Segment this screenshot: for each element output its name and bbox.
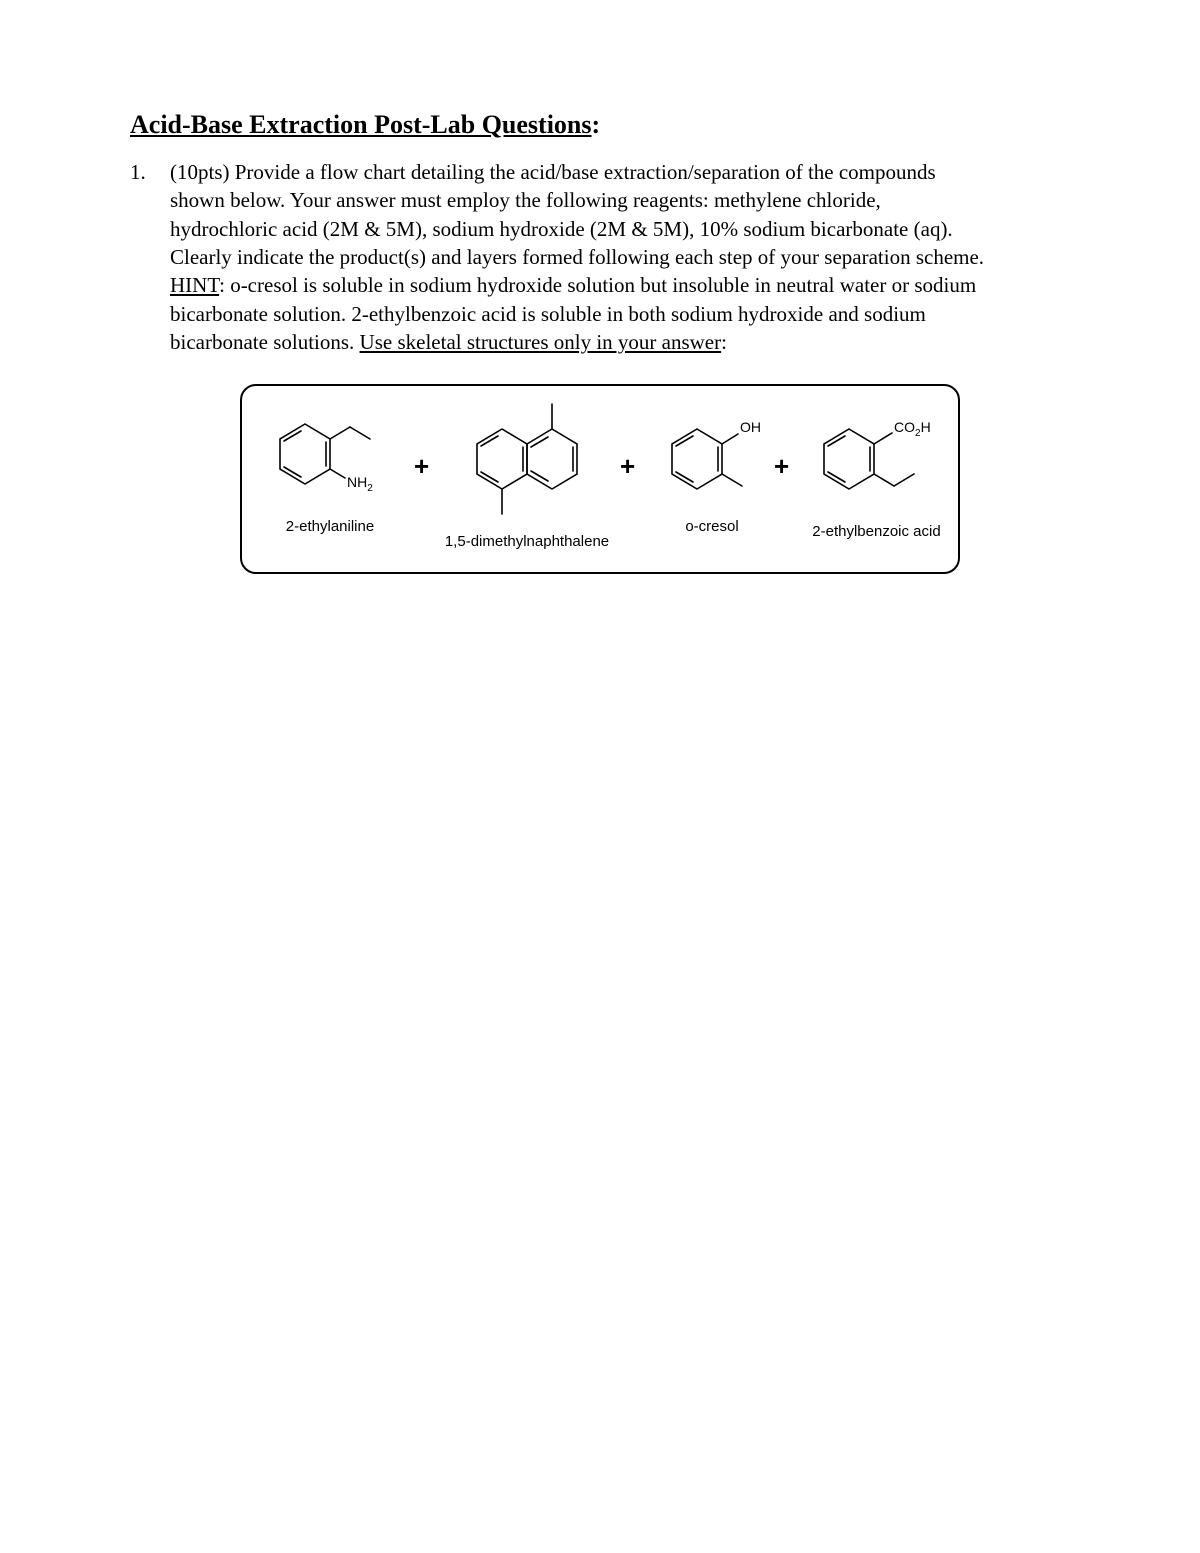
hint-line-3-underlined: Use skeletal structures only in your ans…	[360, 330, 722, 354]
structure-2-ethylbenzoic-acid-icon: CO2H	[794, 404, 959, 519]
compound-2-label: 1,5-dimethylnaphthalene	[437, 533, 617, 550]
oh-label: OH	[740, 419, 761, 435]
hint-line-2: bicarbonate solution. 2-ethylbenzoic aci…	[170, 302, 926, 326]
question-body: (10pts) Provide a flow chart detailing t…	[170, 158, 1070, 356]
plus-3: +	[774, 451, 789, 482]
document-page: Acid-Base Extraction Post-Lab Questions:…	[0, 0, 1200, 1553]
compound-3-label: o-cresol	[642, 518, 782, 535]
question-number: 1.	[130, 158, 170, 356]
page-title: Acid-Base Extraction Post-Lab Questions:	[130, 110, 1070, 140]
co2h-label: CO2H	[894, 419, 931, 439]
compound-o-cresol: OH o-cresol	[642, 404, 782, 535]
compound-2-ethylaniline: NH2 2-ethylaniline	[250, 404, 410, 535]
title-text: Acid-Base Extraction Post-Lab Questions	[130, 110, 592, 139]
compound-1-label: 2-ethylaniline	[250, 518, 410, 535]
compound-2-ethylbenzoic-acid: CO2H 2-ethylbenzoic acid	[794, 404, 959, 540]
hint-line-1: : o-cresol is soluble in sodium hydroxid…	[219, 273, 976, 297]
structure-dimethylnaphthalene-icon	[437, 394, 617, 529]
plus-2: +	[620, 451, 635, 482]
compound-dimethylnaphthalene: 1,5-dimethylnaphthalene	[437, 394, 617, 550]
question-1: 1. (10pts) Provide a flow chart detailin…	[130, 158, 1070, 356]
hint-line-3-prefix: bicarbonate solutions.	[170, 330, 360, 354]
q-line-1: (10pts) Provide a flow chart detailing t…	[170, 160, 936, 184]
q-line-3: hydrochloric acid (2M & 5M), sodium hydr…	[170, 217, 953, 241]
hint-label: HINT	[170, 273, 219, 297]
nh2-label: NH2	[347, 474, 373, 494]
structure-2-ethylaniline-icon: NH2	[250, 404, 410, 514]
q-line-4: Clearly indicate the product(s) and laye…	[170, 245, 984, 269]
plus-1: +	[414, 451, 429, 482]
compounds-figure-wrap: NH2 2-ethylaniline +	[130, 384, 1070, 574]
structure-o-cresol-icon: OH	[642, 404, 782, 514]
hint-line-3-suffix: :	[721, 330, 727, 354]
compound-4-label: 2-ethylbenzoic acid	[794, 523, 959, 540]
title-colon: :	[592, 110, 601, 139]
q-line-2: shown below. Your answer must employ the…	[170, 188, 881, 212]
compounds-figure: NH2 2-ethylaniline +	[240, 384, 960, 574]
